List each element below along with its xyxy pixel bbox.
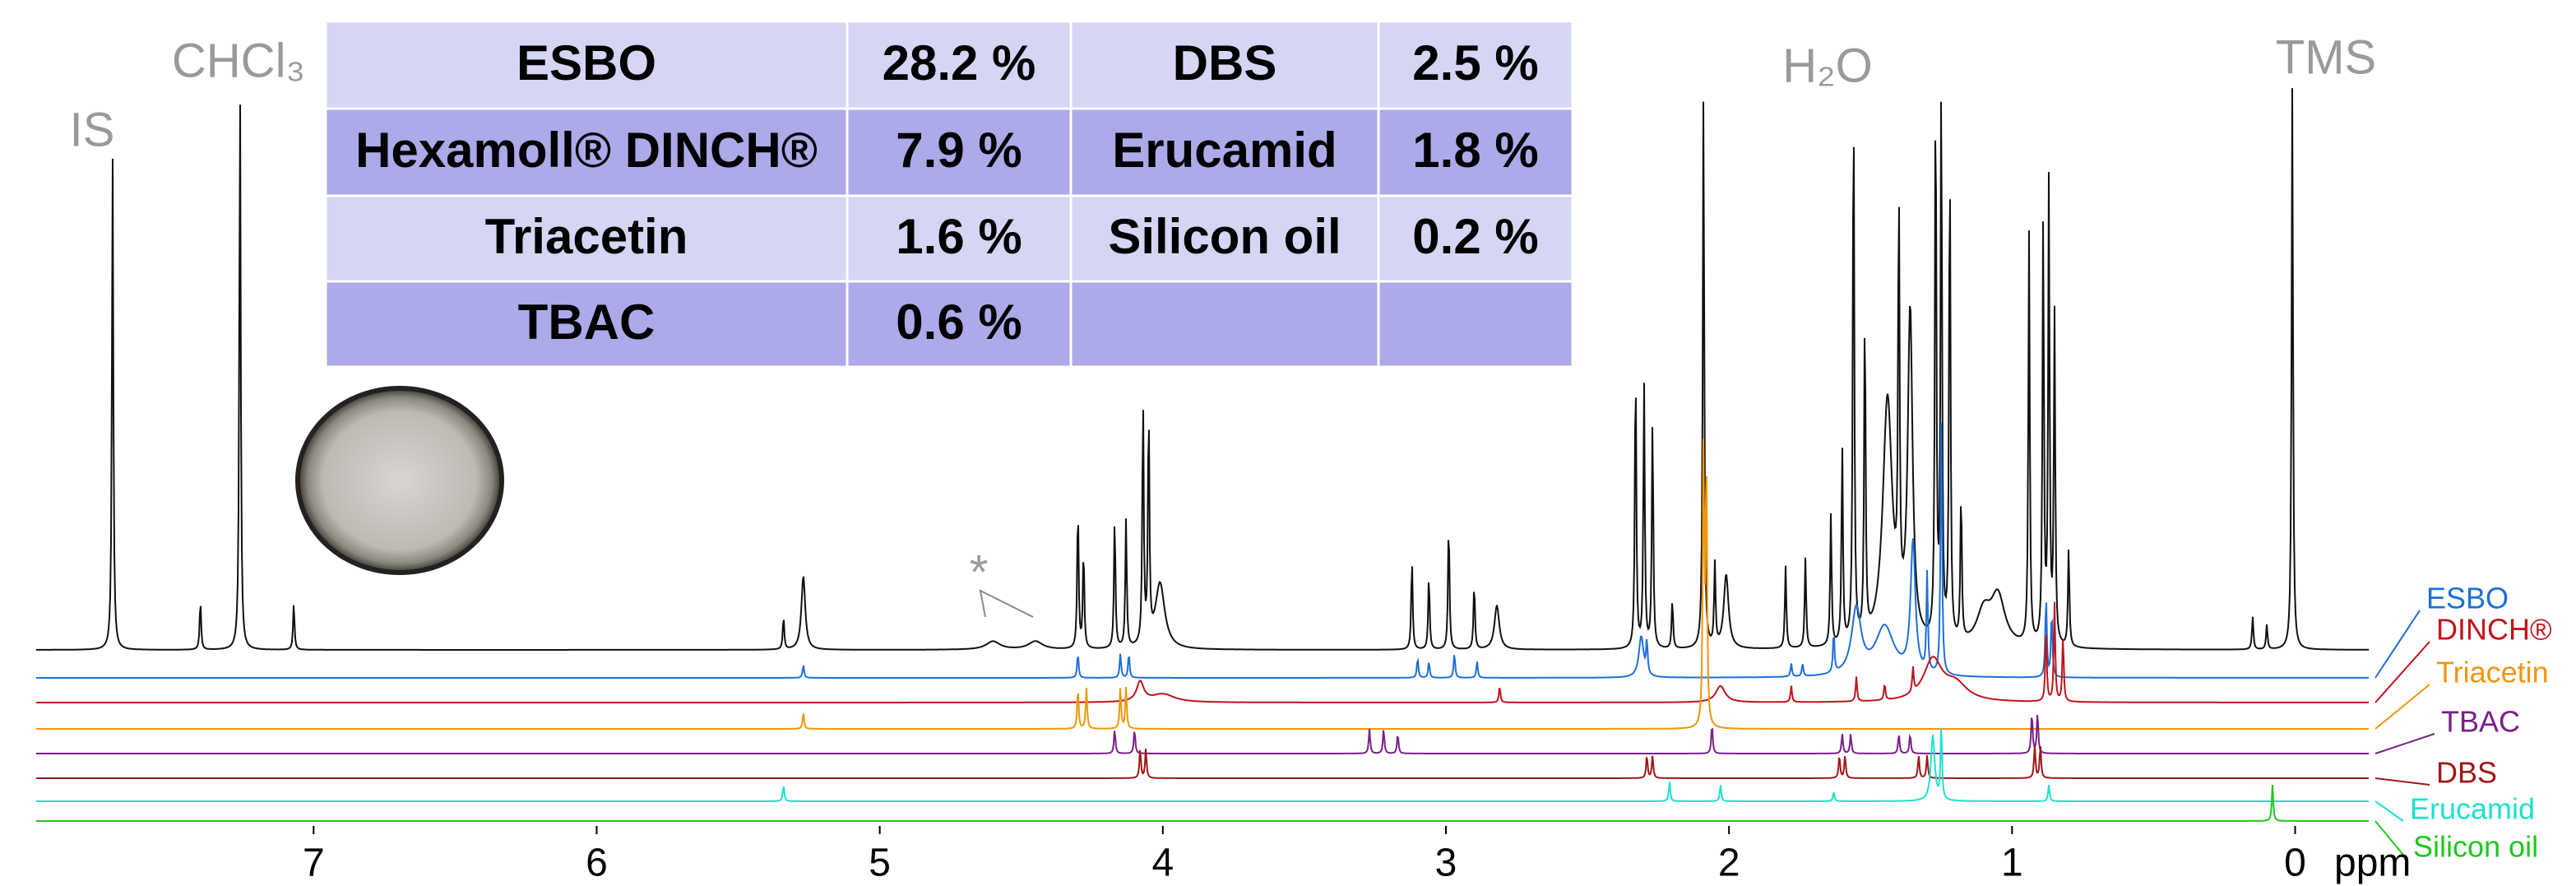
legend-connector (2375, 778, 2430, 785)
x-tick-label: 2 (1718, 842, 1740, 885)
table-text: 0.2 % (1412, 209, 1538, 264)
impurity-pointer (980, 591, 1033, 617)
x-tick-label: 5 (869, 842, 891, 885)
legend-label: ESBO (2426, 582, 2509, 615)
table-text: 1.8 % (1412, 123, 1538, 178)
table-text: Triacetin (485, 209, 688, 264)
table-text: 28.2 % (883, 35, 1036, 90)
legend-connector (2375, 801, 2403, 821)
x-tick-label: 4 (1151, 842, 1174, 885)
x-tick-label: 1 (2001, 842, 2023, 885)
legend-label: Triacetin (2436, 656, 2549, 689)
spectrum-trace (36, 602, 2369, 703)
legend-label: TBAC (2441, 705, 2520, 739)
table-cell (1378, 281, 1573, 367)
legend-label: DINCH® (2436, 613, 2552, 647)
table-text: 0.6 % (896, 295, 1022, 350)
figure: ESBO 28.2 % DBS 2.5 % Hexamoll® DINCH® 7.9 % E… (0, 0, 2576, 886)
sample-photo (298, 388, 502, 573)
spectrum-trace (36, 745, 2369, 778)
peak-label: IS (70, 103, 115, 156)
table-text: Hexamoll® DINCH® (355, 123, 818, 178)
spectrum-trace (36, 715, 2369, 754)
table-cell (1071, 281, 1378, 367)
x-tick-label: 7 (303, 842, 325, 885)
x-tick-label: 6 (586, 842, 608, 885)
legend-label: DBS (2436, 756, 2497, 790)
x-tick-label: 0 (2284, 842, 2306, 885)
legend-connector (2375, 734, 2435, 754)
table-text: TBAC (518, 295, 656, 350)
peak-label: H₂O (1782, 39, 1873, 92)
spectrum-trace (36, 785, 2369, 821)
table-text: 7.9 % (896, 123, 1022, 178)
table-text: DBS (1173, 35, 1277, 90)
table-text: Erucamid (1112, 123, 1337, 178)
legend-label: Erucamid (2410, 792, 2535, 826)
composition-table: ESBO 28.2 % DBS 2.5 % Hexamoll® DINCH® 7.9 % E… (326, 21, 1573, 367)
spectrum-trace (36, 728, 2369, 801)
table-text: 1.6 % (896, 209, 1022, 264)
legend-connector (2375, 684, 2430, 729)
x-tick-label: 3 (1435, 842, 1457, 885)
legend-connector (2375, 610, 2420, 678)
impurity-label: * (970, 545, 989, 599)
peak-label: CHCl₃ (172, 34, 305, 87)
table-text: ESBO (517, 35, 656, 90)
peak-label: TMS (2276, 30, 2376, 84)
legend-label: Silicon oil (2413, 830, 2538, 864)
table-text: 2.5 % (1412, 35, 1538, 90)
x-axis-label: ppm (2334, 842, 2411, 885)
legend-connector (2375, 642, 2430, 703)
table-text: Silicon oil (1108, 209, 1341, 264)
